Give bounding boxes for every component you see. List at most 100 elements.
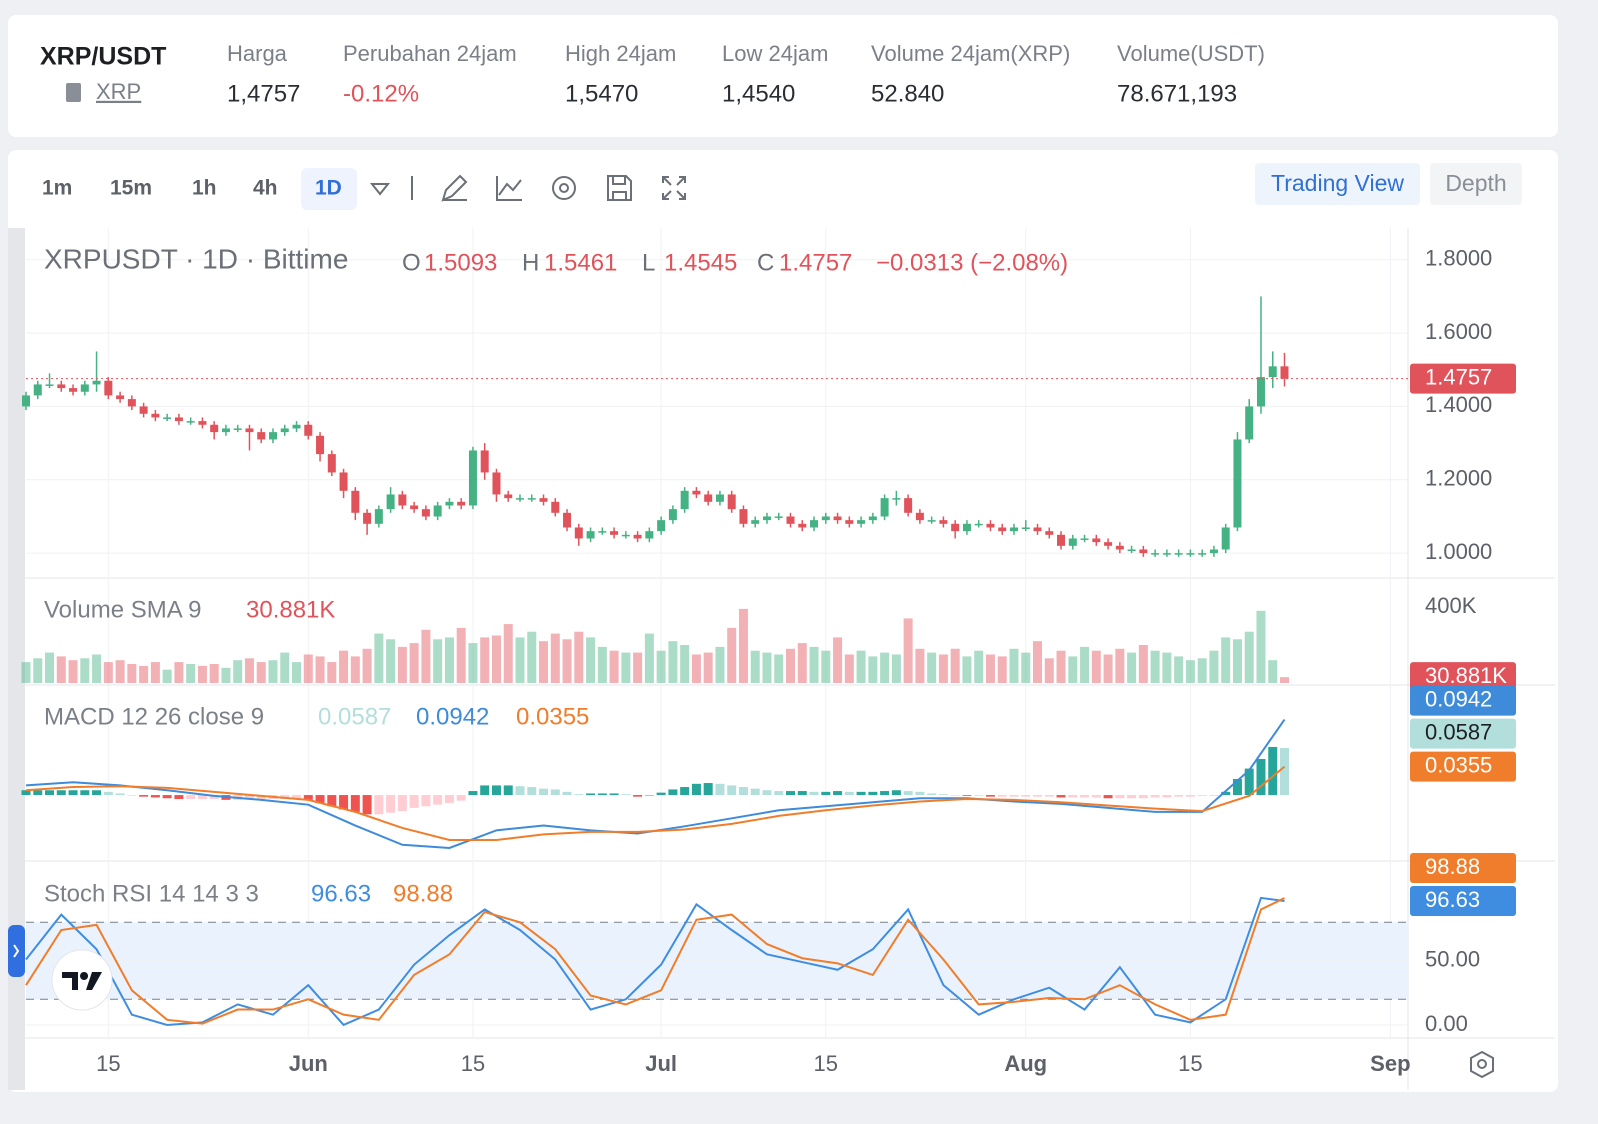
y-tick-label: 1.6000: [1425, 319, 1492, 344]
macd-hist-bar: [750, 788, 760, 796]
macd-hist-bar: [539, 788, 549, 796]
volume-bar: [268, 660, 278, 683]
fullscreen-icon[interactable]: [662, 176, 686, 200]
ohlc-value: 1.4757: [779, 249, 852, 276]
macd-hist-bar: [644, 795, 654, 796]
candle-body: [915, 512, 924, 521]
candle-body: [962, 523, 971, 532]
macd-hist-bar: [480, 785, 490, 796]
interval-button[interactable]: 1h: [192, 177, 217, 200]
candle-body: [668, 509, 677, 521]
volume-bar: [21, 662, 31, 683]
volume-bar: [1009, 648, 1019, 683]
candle-body: [692, 490, 701, 495]
candle-body: [739, 509, 748, 524]
volume-bar: [715, 646, 725, 683]
y-tick-label: 0.00: [1425, 1011, 1468, 1036]
interval-button[interactable]: 1D: [315, 177, 342, 200]
volume-bar: [880, 652, 890, 683]
candle-body: [1080, 538, 1089, 540]
macd-hist-bar: [1280, 747, 1290, 796]
book-icon: [66, 83, 81, 102]
candle-body: [551, 501, 560, 513]
volume-bar: [1162, 652, 1172, 683]
macd-hist-bar: [115, 793, 125, 796]
macd-hist-bar: [68, 790, 78, 796]
volume-bar: [844, 654, 854, 683]
candle-body: [833, 516, 842, 521]
coin-link[interactable]: XRP: [96, 79, 141, 104]
auto-scale-icon[interactable]: [1470, 1050, 1494, 1079]
volume-bar: [409, 643, 419, 683]
indicator-icon[interactable]: [496, 176, 522, 201]
candle-body: [468, 450, 477, 506]
volume-bar: [738, 608, 748, 683]
macd-hist-bar: [1197, 795, 1207, 796]
candle-body: [892, 498, 901, 500]
volume-bar: [727, 627, 737, 683]
x-tick-label: Aug: [1004, 1051, 1047, 1076]
candle-body: [539, 498, 548, 502]
volume-bar: [1127, 652, 1137, 683]
volume-bar: [891, 654, 901, 683]
volume-bar: [762, 652, 772, 683]
volume-bar: [621, 652, 631, 683]
macd-hist-bar: [21, 790, 31, 796]
volume-bar: [1138, 644, 1148, 683]
candle-body: [327, 454, 336, 473]
volume-bar: [809, 646, 819, 683]
interval-button[interactable]: 15m: [110, 177, 152, 200]
candle-body: [151, 413, 160, 418]
volume-bar: [527, 631, 537, 683]
candle-body: [292, 424, 301, 429]
dropdown[interactable]: [369, 183, 391, 196]
volume-bar: [1021, 652, 1031, 683]
macd-hist-bar: [950, 795, 960, 796]
macd-hist-bar: [527, 787, 537, 796]
view-tab[interactable]: Depth: [1445, 170, 1506, 196]
candle-body: [57, 384, 66, 389]
ohlc-label: H: [522, 249, 539, 276]
draw-icon[interactable]: [441, 174, 468, 202]
volume-bar: [1209, 650, 1219, 683]
candle-body: [798, 523, 807, 528]
volume-bar: [33, 658, 43, 683]
macd-hist-bar: [209, 795, 219, 800]
candle-body: [704, 494, 713, 502]
volume-bar: [1197, 658, 1207, 683]
volume-bar: [1080, 646, 1090, 683]
view-tab[interactable]: Trading View: [1271, 170, 1404, 196]
stat-label: Harga: [227, 41, 288, 66]
pane-title: MACD 12 26 close 9: [44, 703, 264, 730]
pane-value: 30.881K: [246, 596, 335, 623]
macd-hist-bar: [1221, 791, 1231, 796]
macd-hist-bar: [103, 791, 113, 796]
volume-bar: [209, 663, 219, 683]
volume-bar: [903, 618, 913, 683]
candle-body: [80, 384, 89, 392]
candle-body: [433, 505, 442, 517]
axis-value-box: [1410, 885, 1516, 916]
macd-hist-bar: [1268, 746, 1278, 796]
interval-active-bg: [301, 168, 357, 210]
interval-button[interactable]: 4h: [253, 177, 278, 200]
candle-body: [621, 534, 630, 537]
save-icon[interactable]: [607, 175, 632, 201]
stat-label: Perubahan 24jam: [343, 41, 517, 66]
candle-body: [233, 428, 242, 430]
macd-hist-bar: [962, 795, 972, 796]
volume-bar: [915, 648, 925, 683]
macd-hist-bar: [1009, 795, 1019, 797]
ohlc-value: 1.5093: [424, 249, 497, 276]
volume-bar: [221, 667, 231, 683]
y-tick-label: 1.4000: [1425, 392, 1492, 417]
settings-icon[interactable]: [552, 176, 576, 200]
candle-body: [1033, 527, 1042, 532]
volume-bar: [45, 652, 55, 683]
side-toggle[interactable]: [8, 925, 25, 977]
candle-body: [186, 421, 195, 423]
interval-button[interactable]: 1m: [42, 177, 72, 200]
volume-bar: [927, 652, 937, 683]
pane-value: 0.0355: [516, 703, 589, 730]
